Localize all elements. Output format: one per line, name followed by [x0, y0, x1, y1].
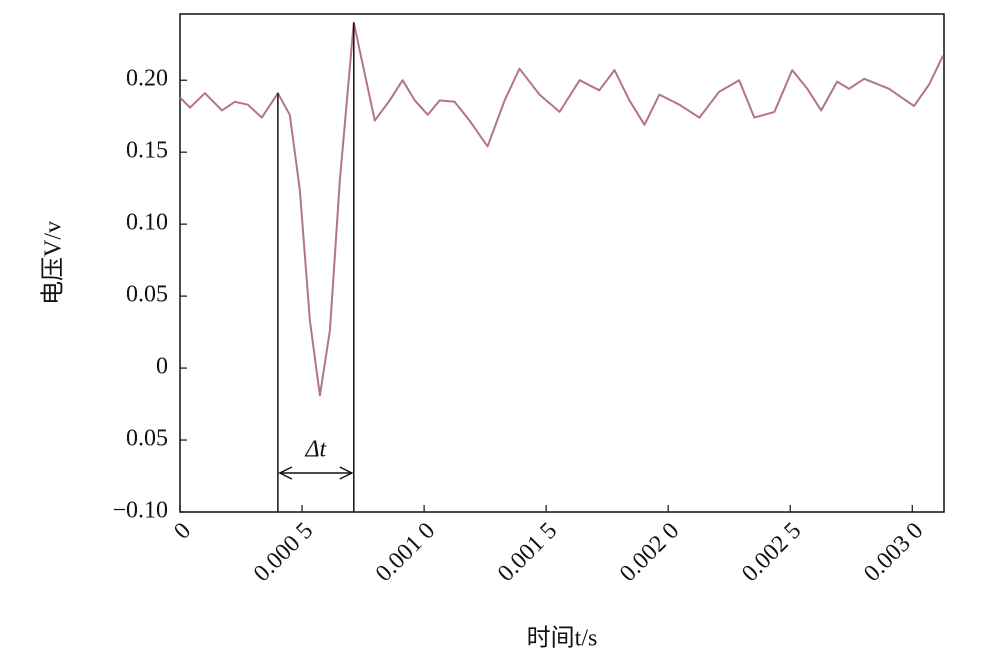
arrow-head [339, 466, 354, 480]
x-axis-label: 时间t/s [527, 625, 598, 652]
x-tick-label: 0.002 0 [615, 518, 684, 587]
y-tick-label: 0.05 [126, 282, 168, 308]
line-series [179, 21, 944, 397]
y-tick-label: 0 [156, 354, 168, 380]
x-tick-label: 0.003 0 [859, 518, 928, 587]
x-tick-label: 0 [169, 518, 196, 545]
y-tick-label: 0.05 [126, 426, 168, 452]
annotation-label: Δt [304, 437, 327, 463]
arrow-head [278, 466, 293, 480]
x-tick-label: 0.001 5 [493, 518, 562, 587]
y-tick-label: 0.20 [126, 66, 168, 92]
y-axis-label: 电压V/v [40, 221, 67, 305]
y-tick-label: 0.15 [126, 138, 168, 164]
plot-frame [179, 13, 945, 513]
x-tick-label: 0.000 5 [249, 518, 318, 587]
x-tick-label: 0.001 0 [371, 518, 440, 587]
y-tick-label: −0.10 [112, 498, 168, 524]
x-tick-label: 0.002 5 [737, 518, 806, 587]
y-tick-label: 0.10 [126, 210, 168, 236]
